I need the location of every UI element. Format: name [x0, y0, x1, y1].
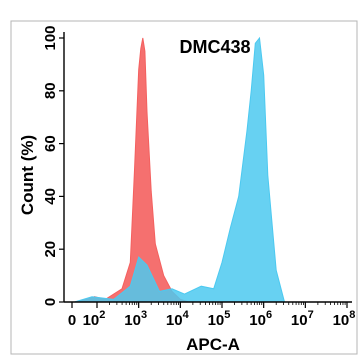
x-tick-label: 0 [68, 312, 76, 329]
histogram-series-2 [74, 36, 286, 303]
y-tick-label: 0 [42, 298, 59, 306]
y-tick-label: 80 [42, 82, 59, 99]
y-axis-label: Count (%) [18, 135, 37, 215]
x-tick-exponent: 5 [224, 309, 230, 321]
x-axis-label: APC-A [186, 335, 240, 354]
plot-area [74, 36, 286, 303]
y-tick-label: 40 [42, 188, 59, 205]
y-tick-label: 20 [42, 241, 59, 258]
y-tick-label: 100 [42, 25, 59, 50]
y-tick-label: 60 [42, 135, 59, 152]
chart-title: DMC438 [179, 37, 250, 57]
x-tick-exponent: 8 [349, 309, 355, 321]
x-tick-exponent: 4 [183, 309, 190, 321]
x-tick-exponent: 7 [308, 309, 314, 321]
x-tick-exponent: 6 [266, 309, 272, 321]
x-tick-exponent: 3 [141, 309, 147, 321]
x-tick-exponent: 2 [99, 309, 105, 321]
